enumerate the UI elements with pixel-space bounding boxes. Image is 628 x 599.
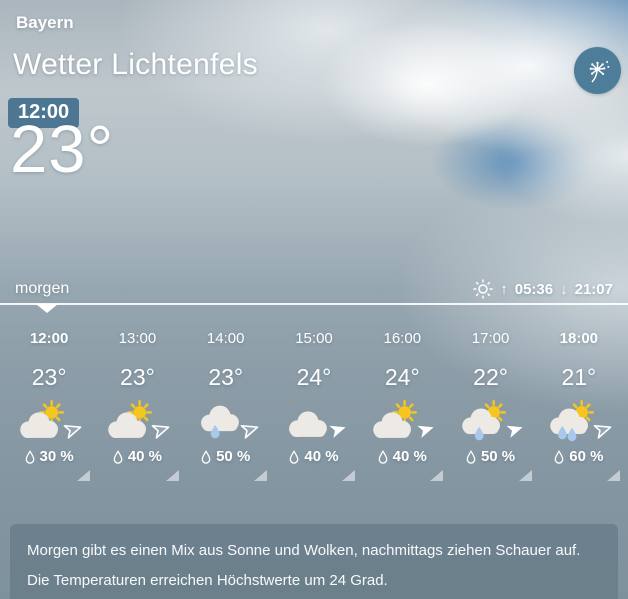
weather-icon-wrap xyxy=(456,398,526,445)
tab-pointer-icon xyxy=(36,304,58,313)
current-temperature: 23° xyxy=(10,112,115,187)
hour-column[interactable]: 16:00 24° 40 % xyxy=(358,322,446,481)
weather-icon-wrap xyxy=(14,398,84,445)
hour-column[interactable]: 18:00 21° 60 % xyxy=(535,322,623,481)
hour-time: 16:00 xyxy=(383,330,422,347)
wind-direction-icon xyxy=(506,425,523,438)
precipitation: 40 % xyxy=(378,448,427,465)
precipitation-value: 40 % xyxy=(304,448,339,465)
droplet-icon xyxy=(554,450,564,464)
weather-icon xyxy=(369,399,421,443)
precipitation: 50 % xyxy=(466,448,515,465)
weather-icon xyxy=(546,399,598,443)
weather-icon xyxy=(104,399,156,443)
droplet-icon xyxy=(378,450,388,464)
weather-icon xyxy=(458,399,510,443)
precipitation: 60 % xyxy=(554,448,603,465)
droplet-icon xyxy=(289,450,299,464)
precipitation: 40 % xyxy=(289,448,339,465)
wind-direction-icon xyxy=(240,424,259,439)
sun-outline-icon xyxy=(473,279,493,299)
sunset-time: 21:07 xyxy=(574,280,613,298)
sunrise-arrow-icon: ↑ xyxy=(500,280,508,298)
hourly-forecast-grid: 12:00 23° 30 % 13:00 23° xyxy=(0,322,628,481)
pollen-forecast-button[interactable] xyxy=(574,47,621,94)
hour-temperature: 23° xyxy=(120,364,155,390)
hour-time: 18:00 xyxy=(559,330,599,347)
wind-direction-icon xyxy=(593,424,612,439)
precipitation: 50 % xyxy=(201,448,250,465)
hour-column[interactable]: 14:00 23° 50 % xyxy=(182,322,270,481)
expand-corner-icon[interactable] xyxy=(77,470,91,481)
weather-icon-wrap xyxy=(191,398,261,445)
sunrise-time: 05:36 xyxy=(514,280,554,298)
weather-icon xyxy=(16,399,68,443)
hour-temperature: 23° xyxy=(208,364,244,390)
hour-time: 17:00 xyxy=(471,330,510,347)
weather-icon-wrap xyxy=(544,398,614,445)
page-title: Wetter Lichtenfels xyxy=(13,48,258,81)
precipitation: 40 % xyxy=(113,448,162,465)
precipitation-value: 30 % xyxy=(39,448,74,465)
precipitation-value: 50 % xyxy=(216,448,251,465)
current-time-badge: 12:00 xyxy=(8,98,80,128)
wind-direction-icon xyxy=(63,424,82,439)
tab-underline xyxy=(0,303,628,305)
hour-temperature: 23° xyxy=(31,364,67,390)
weather-icon xyxy=(281,399,333,443)
droplet-icon xyxy=(201,450,211,464)
forecast-summary: Morgen gibt es einen Mix aus Sonne und W… xyxy=(10,524,618,599)
precipitation: 30 % xyxy=(25,448,74,465)
hour-time: 15:00 xyxy=(295,330,333,347)
day-selector-row: morgen ↑ 05:36 ↓ 21:07 xyxy=(0,274,628,304)
expand-corner-icon[interactable] xyxy=(606,470,620,481)
hour-time: 12:00 xyxy=(29,330,69,347)
wind-direction-icon xyxy=(152,424,170,439)
hour-temperature: 21° xyxy=(561,364,597,390)
weather-icon-wrap xyxy=(367,398,437,445)
region-label: Bayern xyxy=(16,13,74,32)
droplet-icon xyxy=(466,450,476,464)
hour-column[interactable]: 13:00 23° 40 % xyxy=(93,322,181,481)
weather-icon-wrap xyxy=(102,398,172,445)
hour-column[interactable]: 12:00 23° 30 % xyxy=(5,322,93,481)
expand-corner-icon[interactable] xyxy=(518,470,532,481)
hour-temperature: 22° xyxy=(473,364,508,390)
expand-corner-icon[interactable] xyxy=(253,470,267,481)
expand-corner-icon[interactable] xyxy=(342,470,356,481)
weather-icon xyxy=(193,399,245,443)
expand-corner-icon[interactable] xyxy=(165,470,179,481)
precipitation-value: 60 % xyxy=(569,448,604,465)
precipitation-value: 40 % xyxy=(127,448,163,465)
droplet-icon xyxy=(113,450,123,464)
sunset-arrow-icon: ↓ xyxy=(560,280,568,298)
precipitation-value: 50 % xyxy=(480,448,516,465)
hour-time: 13:00 xyxy=(118,330,157,347)
wind-direction-icon xyxy=(329,425,346,438)
expand-corner-icon[interactable] xyxy=(430,470,444,481)
hour-column[interactable]: 15:00 24° 40 % xyxy=(270,322,358,481)
weather-icon-wrap xyxy=(279,398,349,445)
hour-time: 14:00 xyxy=(206,330,245,347)
sun-times: ↑ 05:36 ↓ 21:07 xyxy=(473,279,613,299)
wind-direction-icon xyxy=(417,425,434,438)
precipitation-value: 40 % xyxy=(392,448,427,465)
hour-temperature: 24° xyxy=(384,364,420,390)
hour-column[interactable]: 17:00 22° 50 % xyxy=(446,322,534,481)
hour-temperature: 24° xyxy=(296,364,332,390)
tab-morgen[interactable]: morgen xyxy=(15,280,70,297)
dandelion-icon xyxy=(584,57,611,84)
droplet-icon xyxy=(25,450,35,464)
